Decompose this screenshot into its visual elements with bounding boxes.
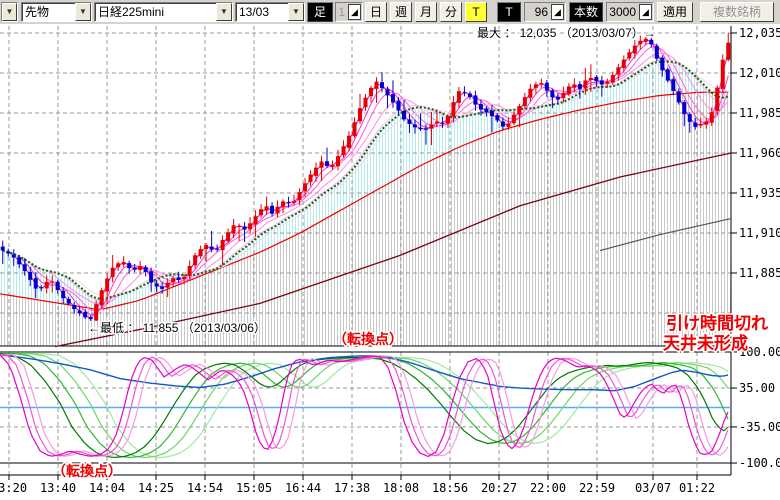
red-ma-line (0, 91, 728, 310)
period-month-button[interactable]: 月 (415, 2, 437, 22)
svg-text:11,885: 11,885 (739, 266, 780, 280)
annotations: 最大 ： 12,035 （2013/03/07）→ ←最低 ： 11,855 （2… (51, 25, 770, 481)
bars-count-stepper[interactable]: 3000 ◢ (606, 2, 654, 22)
svg-text:18:08: 18:08 (383, 481, 419, 495)
svg-text:11,910: 11,910 (739, 226, 780, 240)
spinner-icon[interactable]: ◢ (551, 4, 564, 20)
chevron-down-icon[interactable]: ▼ (288, 3, 304, 21)
svg-text:22:59: 22:59 (579, 481, 615, 495)
candles-layer (0, 33, 731, 321)
spinner-icon[interactable]: ◢ (639, 4, 652, 20)
svg-text:13:20: 13:20 (0, 481, 27, 495)
panel-frame (0, 26, 732, 476)
svg-text:18:56: 18:56 (432, 481, 468, 495)
price-axis: 12,035 12,010 11,985 11,960 11,935 11,910 11,8… (731, 26, 780, 470)
svg-text:12,010: 12,010 (739, 66, 780, 80)
chevron-down-icon[interactable]: ▼ (2, 3, 17, 21)
svg-text:-100.00: -100.00 (739, 456, 780, 470)
category-value: 先物 (25, 5, 50, 19)
svg-text:引け時間切れ: 引け時間切れ (666, 313, 768, 333)
svg-text:（転換点）: （転換点） (333, 331, 403, 347)
svg-text:16:44: 16:44 (285, 481, 321, 495)
svg-text:35.00: 35.00 (739, 381, 775, 395)
interval-value: 1 (338, 5, 345, 19)
chart-canvas[interactable]: 12,035 12,010 11,985 11,960 11,935 11,910 11,8… (0, 24, 780, 500)
contract-month-combo[interactable]: 13/03 ▼ (235, 2, 305, 22)
svg-text:-35.00: -35.00 (739, 420, 780, 434)
svg-text:14:25: 14:25 (138, 481, 174, 495)
svg-text:13:40: 13:40 (40, 481, 76, 495)
gray-ma-line (599, 218, 732, 252)
spinner-icon[interactable]: ◢ (348, 4, 361, 20)
tick-toggle-button[interactable]: T (497, 2, 521, 22)
svg-text:03/07: 03/07 (635, 481, 671, 495)
interval-stepper[interactable]: 1 ◢ (335, 2, 363, 22)
svg-text:12,035: 12,035 (739, 26, 780, 40)
svg-text:01:22: 01:22 (679, 481, 715, 495)
svg-text:17:38: 17:38 (334, 481, 370, 495)
oscillator-panel (0, 353, 731, 459)
svg-text:14:54: 14:54 (187, 481, 223, 495)
cyan-hatch-area (0, 61, 729, 310)
period-week-button[interactable]: 週 (390, 2, 412, 22)
svg-text:（転換点）: （転換点） (52, 463, 122, 479)
svg-text:11,935: 11,935 (739, 186, 780, 200)
chevron-down-icon[interactable]: ▼ (216, 3, 232, 21)
svg-text:天井未形成: 天井未形成 (663, 333, 748, 353)
svg-text:15:05: 15:05 (236, 481, 272, 495)
instrument-combo[interactable]: 日経225mini ▼ (94, 2, 233, 22)
tick-count-stepper[interactable]: 96 ◢ (524, 2, 566, 22)
svg-text:←最低 ： 11,855 （2013/03/06）: ←最低 ： 11,855 （2013/03/06） (88, 321, 266, 335)
category-combo[interactable]: 先物 ▼ (21, 2, 92, 22)
svg-text:11,985: 11,985 (739, 106, 780, 120)
bars-count-value: 3000 (609, 5, 636, 19)
svg-text:14:04: 14:04 (89, 481, 125, 495)
apply-button[interactable]: 適用 (657, 2, 693, 22)
time-axis: 13:20 13:40 14:04 14:25 14:54 15:05 16:44 17:38… (0, 475, 715, 495)
svg-text:22:00: 22:00 (530, 481, 566, 495)
svg-text:最大 ： 12,035 （2013/03/07）→: 最大 ： 12,035 （2013/03/07）→ (477, 26, 656, 40)
period-day-button[interactable]: 日 (365, 2, 387, 22)
multi-symbol-button[interactable]: 複数銘柄 (700, 2, 774, 22)
svg-text:20:27: 20:27 (481, 481, 517, 495)
period-tick-button[interactable]: T (465, 2, 487, 22)
contract-month-value: 13/03 (239, 5, 270, 19)
ashi-toggle-button[interactable]: 足 (307, 2, 333, 22)
hidden-combo[interactable]: ▼ (1, 2, 18, 22)
period-minute-button[interactable]: 分 (440, 2, 462, 22)
maroon-ma-line (54, 152, 732, 348)
toolbar: ▼ 先物 ▼ 日経225mini ▼ 13/03 ▼ 足 1 ◢ 日 週 月 分… (0, 0, 780, 25)
svg-text:11,960: 11,960 (739, 146, 780, 160)
tick-count-value: 96 (534, 5, 548, 19)
svg-text:100.00: 100.00 (739, 345, 780, 359)
chevron-down-icon[interactable]: ▼ (75, 3, 91, 21)
bars-toggle-button[interactable]: 本数 (569, 2, 603, 22)
instrument-value: 日経225mini (98, 5, 165, 19)
